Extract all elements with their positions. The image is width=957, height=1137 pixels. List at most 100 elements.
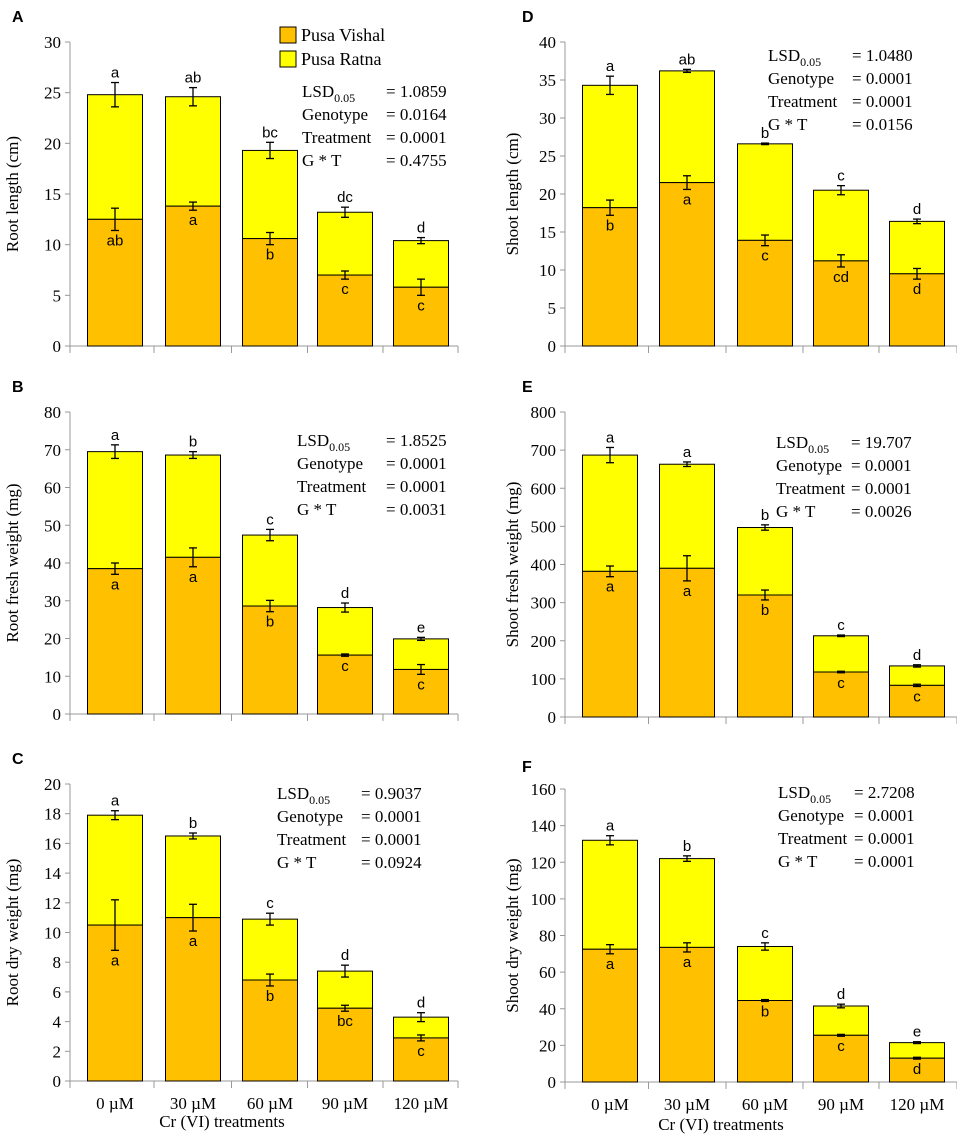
sig-letter-pusa-vishal: c	[417, 676, 425, 693]
panel-letter: B	[12, 379, 24, 396]
stat-value: = 0.0924	[361, 853, 422, 872]
y-axis-label: Root length (cm)	[3, 136, 22, 252]
sig-letter-pusa-ratna: e	[417, 619, 425, 636]
y-tick-label: 600	[531, 479, 557, 498]
sig-letter-pusa-vishal: a	[683, 583, 692, 600]
y-tick-label: 10	[44, 667, 61, 686]
stat-label: Genotype	[776, 456, 842, 475]
x-tick-label: 30 µM	[170, 1094, 216, 1113]
stat-value: = 0.0001	[361, 807, 422, 826]
stat-label-main: LSD	[768, 46, 800, 65]
y-tick-label: 5	[548, 299, 557, 318]
y-tick-label: 80	[539, 927, 556, 946]
y-tick-label: 120	[531, 853, 557, 872]
x-tick-label: 0 µM	[591, 1095, 629, 1114]
bar-pusa-ratna	[317, 607, 373, 656]
bar-pusa-vishal	[165, 917, 221, 1082]
y-tick-label: 500	[531, 517, 557, 536]
y-tick-label: 12	[44, 894, 61, 913]
sig-letter-pusa-vishal: a	[189, 212, 198, 229]
bar-pusa-vishal	[659, 946, 715, 1083]
stat-label: LSD0.05	[302, 82, 355, 105]
x-axis-label: Cr (VI) treatments	[658, 1115, 784, 1134]
sig-letter-pusa-ratna: a	[111, 427, 120, 444]
y-tick-label: 18	[44, 805, 61, 824]
sig-letter-pusa-ratna: a	[683, 444, 692, 461]
sig-letter-pusa-vishal: b	[266, 988, 274, 1005]
stat-label-main: LSD	[776, 433, 808, 452]
sig-letter-pusa-vishal: a	[606, 956, 615, 973]
y-tick-label: 200	[531, 632, 557, 651]
panel-letter: C	[12, 751, 24, 768]
sig-letter-pusa-vishal: bc	[337, 1013, 353, 1030]
sig-letter-pusa-ratna: d	[417, 220, 425, 237]
y-tick-label: 80	[44, 403, 61, 422]
legend-swatch-pusa-vishal	[279, 26, 297, 44]
bar-pusa-ratna	[87, 451, 143, 570]
y-tick-label: 0	[53, 337, 62, 356]
sig-letter-pusa-vishal: cd	[833, 269, 849, 286]
y-tick-label: 20	[44, 775, 61, 794]
legend-label-pusa-vishal: Pusa Vishal	[301, 25, 385, 45]
bar-pusa-ratna	[582, 454, 638, 572]
y-tick-label: 40	[539, 1000, 556, 1019]
y-tick-label: 20	[44, 134, 61, 153]
sig-letter-pusa-vishal: a	[683, 191, 692, 208]
panel-b: B 0 10 20 30 40 50 60 70 80 Root fresh weight (mg)…	[3, 379, 459, 724]
bar-pusa-ratna	[165, 454, 221, 558]
sig-letter-pusa-ratna: c	[837, 617, 845, 634]
sig-letter-pusa-ratna: d	[837, 986, 845, 1003]
stat-value: = 0.0001	[386, 477, 447, 496]
stat-label: LSD0.05	[776, 433, 829, 456]
y-axis-label: Shoot dry weight (mg)	[503, 858, 522, 1012]
stat-label-subscript: 0.05	[810, 792, 831, 806]
sig-letter-pusa-ratna: ab	[679, 51, 696, 68]
bar-pusa-vishal	[87, 218, 143, 347]
stat-label-subscript: 0.05	[800, 55, 821, 69]
y-tick-label: 2	[53, 1042, 62, 1061]
sig-letter-pusa-vishal: c	[837, 675, 845, 692]
sig-letter-pusa-vishal: a	[189, 933, 198, 950]
y-tick-label: 400	[531, 556, 557, 575]
stat-value: = 1.8525	[386, 431, 447, 450]
y-tick-label: 60	[44, 479, 61, 498]
bar-pusa-vishal	[87, 924, 143, 1082]
sig-letter-pusa-ratna: d	[341, 585, 349, 602]
stat-label: Treatment	[776, 479, 846, 498]
panel-letter: E	[522, 379, 533, 396]
x-tick-label: 60 µM	[742, 1095, 788, 1114]
bar-pusa-vishal	[317, 274, 373, 347]
stat-value: = 0.0026	[851, 502, 912, 521]
stat-value: = 19.707	[851, 433, 912, 452]
bar-pusa-ratna	[317, 211, 373, 276]
bar-pusa-vishal	[659, 182, 715, 347]
y-tick-label: 0	[53, 705, 62, 724]
y-tick-label: 35	[539, 71, 556, 90]
bar-pusa-ratna	[813, 1005, 869, 1036]
stat-label-subscript: 0.05	[808, 442, 829, 456]
sig-letter-pusa-ratna: b	[683, 838, 691, 855]
sig-letter-pusa-vishal: a	[683, 954, 692, 971]
bar-pusa-ratna	[889, 1042, 945, 1059]
stat-value: = 0.0164	[386, 105, 447, 124]
sig-letter-pusa-ratna: b	[761, 507, 769, 524]
sig-letter-pusa-vishal: b	[761, 1003, 769, 1020]
bar-pusa-vishal	[317, 1007, 373, 1082]
y-tick-label: 8	[53, 953, 62, 972]
sig-letter-pusa-vishal: d	[913, 1061, 921, 1078]
bar-pusa-vishal	[317, 654, 373, 715]
sig-letter-pusa-vishal: a	[189, 569, 198, 586]
bar-pusa-ratna	[659, 70, 715, 184]
bar-pusa-ratna	[659, 463, 715, 569]
sig-letter-pusa-ratna: dc	[337, 189, 353, 206]
sig-letter-pusa-vishal: b	[266, 247, 274, 264]
y-tick-label: 800	[531, 403, 557, 422]
stat-label-main: LSD	[277, 784, 309, 803]
y-tick-label: 14	[44, 864, 62, 883]
sig-letter-pusa-vishal: c	[341, 281, 349, 298]
legend: Pusa Vishal Pusa Ratna	[279, 25, 385, 69]
legend-label-pusa-ratna: Pusa Ratna	[301, 49, 382, 69]
bar-pusa-vishal	[737, 239, 793, 347]
